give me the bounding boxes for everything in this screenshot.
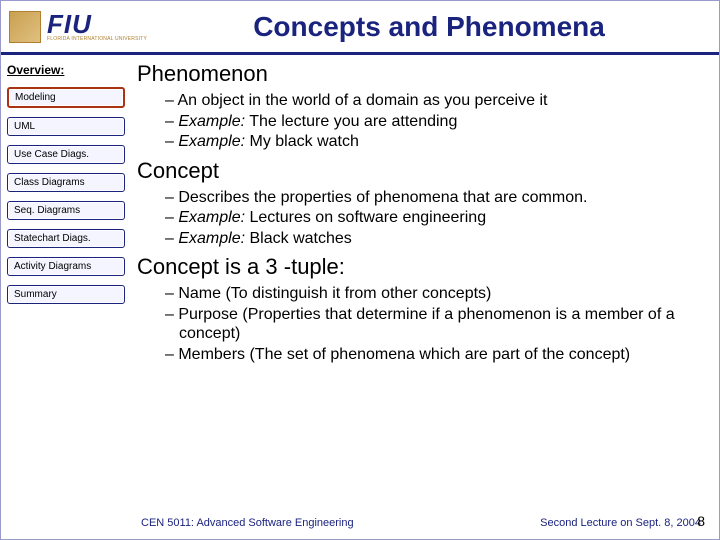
footer-lecture: Second Lecture on Sept. 8, 2004: [540, 517, 701, 529]
bullet: Example: My black watch: [165, 132, 701, 152]
section-tuple-title: Concept is a 3 -tuple:: [137, 254, 701, 280]
fiu-logo-subtext: FLORIDA INTERNATIONAL UNIVERSITY: [47, 37, 147, 42]
slide-title: Concepts and Phenomena: [147, 11, 711, 43]
sidebar: Overview: Modeling UML Use Case Diags. C…: [1, 55, 131, 495]
bullet: Example: Black watches: [165, 229, 701, 249]
fiu-logo: FIU FLORIDA INTERNATIONAL UNIVERSITY: [47, 11, 147, 42]
fiu-logo-text: FIU: [47, 11, 147, 37]
section-phenomenon-title: Phenomenon: [137, 61, 701, 87]
sidebar-item-summary[interactable]: Summary: [7, 285, 125, 304]
section-concept-title: Concept: [137, 158, 701, 184]
slide-footer: CEN 5011: Advanced Software Engineering …: [1, 517, 719, 529]
bullet: Members (The set of phenomena which are …: [165, 345, 701, 365]
slide: FIU FLORIDA INTERNATIONAL UNIVERSITY Con…: [0, 0, 720, 540]
bullet: Purpose (Properties that determine if a …: [165, 305, 701, 344]
university-seal-icon: [9, 11, 41, 43]
sidebar-item-activity[interactable]: Activity Diagrams: [7, 257, 125, 276]
bullet: Example: The lecture you are attending: [165, 112, 701, 132]
bullet: Name (To distinguish it from other conce…: [165, 284, 701, 304]
sidebar-item-statechart[interactable]: Statechart Diags.: [7, 229, 125, 248]
sidebar-item-class-diagrams[interactable]: Class Diagrams: [7, 173, 125, 192]
sidebar-item-uml[interactable]: UML: [7, 117, 125, 136]
page-number: 8: [697, 513, 705, 529]
sidebar-item-modeling[interactable]: Modeling: [7, 87, 125, 108]
footer-course: CEN 5011: Advanced Software Engineering: [141, 517, 354, 529]
sidebar-item-seq-diagrams[interactable]: Seq. Diagrams: [7, 201, 125, 220]
slide-header: FIU FLORIDA INTERNATIONAL UNIVERSITY Con…: [1, 1, 719, 55]
sidebar-item-use-case[interactable]: Use Case Diags.: [7, 145, 125, 164]
sidebar-heading: Overview:: [7, 63, 125, 77]
bullet: Describes the properties of phenomena th…: [165, 188, 701, 208]
bullet: An object in the world of a domain as yo…: [165, 91, 701, 111]
content-area: Phenomenon An object in the world of a d…: [131, 55, 719, 495]
bullet: Example: Lectures on software engineerin…: [165, 208, 701, 228]
slide-body: Overview: Modeling UML Use Case Diags. C…: [1, 55, 719, 495]
